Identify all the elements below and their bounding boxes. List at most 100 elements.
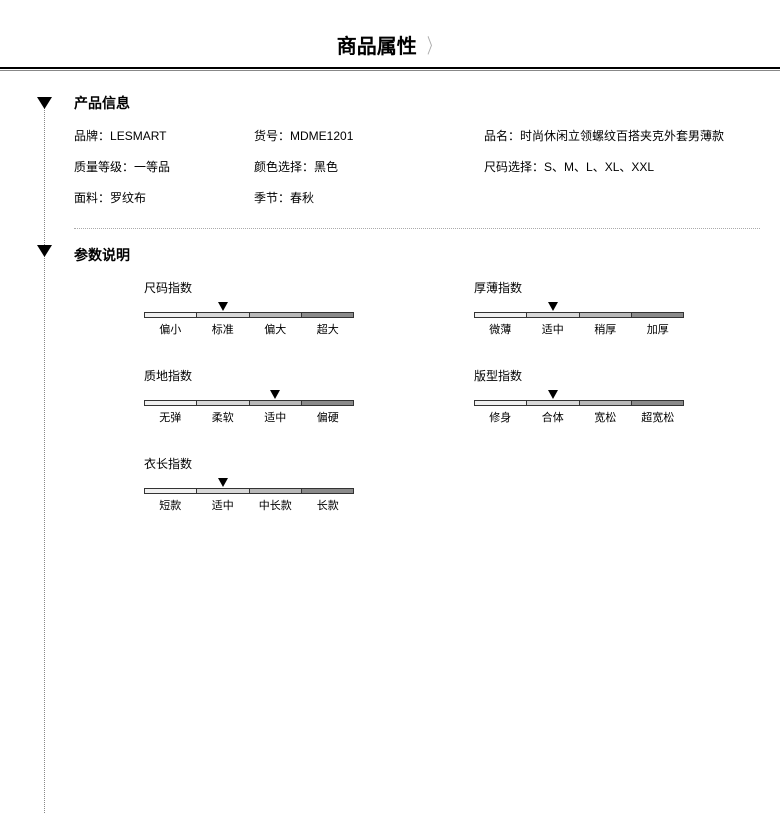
pointer-icon — [270, 390, 280, 399]
info-cell: 品名：时尚休闲立领螺纹百搭夹克外套男薄款 — [484, 127, 760, 144]
index-bar-segment — [250, 401, 302, 405]
index-label: 中长款 — [249, 497, 302, 513]
page-title-wrap: 商品属性 〉 — [0, 0, 780, 67]
product-info-section: 产品信息 品牌：LESMART货号：MDME1201品名：时尚休闲立领螺纹百搭夹… — [44, 93, 760, 216]
info-value: 罗纹布 — [110, 191, 146, 205]
product-info-title: 产品信息 — [74, 93, 760, 113]
index-label: 无弹 — [144, 409, 197, 425]
index-bar-segment — [145, 489, 197, 493]
index-title: 尺码指数 — [144, 279, 444, 296]
info-cell — [484, 189, 760, 206]
index-labels: 无弹柔软适中偏硬 — [144, 409, 354, 425]
index-bar-segment — [302, 313, 353, 317]
index-pointer-row — [144, 302, 354, 312]
index-label: 加厚 — [632, 321, 685, 337]
index-labels: 短款适中中长款长款 — [144, 497, 354, 513]
pointer-icon — [218, 478, 228, 487]
horizontal-rule — [0, 67, 780, 71]
index-block: 尺码指数偏小标准偏大超大 — [144, 279, 444, 337]
indices-grid: 尺码指数偏小标准偏大超大厚薄指数微薄适中稍厚加厚质地指数无弹柔软适中偏硬版型指数… — [74, 279, 760, 513]
index-bar-segment — [145, 401, 197, 405]
index-pointer-row — [144, 390, 354, 400]
index-title: 衣长指数 — [144, 455, 444, 472]
index-label: 适中 — [527, 321, 580, 337]
index-bar-segment — [197, 489, 249, 493]
index-label: 适中 — [197, 497, 250, 513]
params-title: 参数说明 — [74, 245, 760, 265]
info-value: 一等品 — [134, 160, 170, 174]
chevron-right-icon: 〉 — [427, 30, 439, 59]
info-label: 面料： — [74, 191, 110, 205]
index-label: 宽松 — [579, 409, 632, 425]
index-bar-segment — [527, 401, 579, 405]
index-label: 修身 — [474, 409, 527, 425]
index-block: 厚薄指数微薄适中稍厚加厚 — [474, 279, 774, 337]
index-labels: 修身合体宽松超宽松 — [474, 409, 684, 425]
index-label: 微薄 — [474, 321, 527, 337]
info-label: 季节： — [254, 191, 290, 205]
index-label: 标准 — [197, 321, 250, 337]
index-bar-segment — [475, 313, 527, 317]
info-label: 尺码选择： — [484, 160, 544, 174]
index-block: 版型指数修身合体宽松超宽松 — [474, 367, 774, 425]
index-label: 稍厚 — [579, 321, 632, 337]
index-label: 偏硬 — [302, 409, 355, 425]
info-label: 品名： — [484, 129, 520, 143]
index-block: 质地指数无弹柔软适中偏硬 — [144, 367, 444, 425]
info-cell: 颜色选择：黑色 — [254, 158, 484, 175]
index-title: 版型指数 — [474, 367, 774, 384]
info-label: 颜色选择： — [254, 160, 314, 174]
index-bar — [144, 312, 354, 318]
info-label: 品牌： — [74, 129, 110, 143]
index-bar — [144, 400, 354, 406]
index-label: 短款 — [144, 497, 197, 513]
params-section: 参数说明 尺码指数偏小标准偏大超大厚薄指数微薄适中稍厚加厚质地指数无弹柔软适中偏… — [44, 245, 760, 513]
index-label: 偏小 — [144, 321, 197, 337]
index-labels: 微薄适中稍厚加厚 — [474, 321, 684, 337]
index-label: 超大 — [302, 321, 355, 337]
index-bar-segment — [302, 489, 353, 493]
info-cell: 面料：罗纹布 — [74, 189, 254, 206]
index-bar-segment — [250, 313, 302, 317]
section-divider — [74, 228, 760, 229]
index-bar-segment — [475, 401, 527, 405]
index-bar-segment — [302, 401, 353, 405]
index-bar — [474, 312, 684, 318]
index-title: 质地指数 — [144, 367, 444, 384]
info-label: 货号： — [254, 129, 290, 143]
index-title: 厚薄指数 — [474, 279, 774, 296]
index-bar — [474, 400, 684, 406]
index-label: 超宽松 — [632, 409, 685, 425]
index-bar-segment — [580, 313, 632, 317]
info-value: S、M、L、XL、XXL — [544, 160, 654, 174]
info-value: MDME1201 — [290, 129, 353, 143]
pointer-icon — [218, 302, 228, 311]
index-bar-segment — [197, 401, 249, 405]
info-value: LESMART — [110, 129, 166, 143]
index-pointer-row — [474, 390, 684, 400]
info-label: 质量等级： — [74, 160, 134, 174]
product-info-grid: 品牌：LESMART货号：MDME1201品名：时尚休闲立领螺纹百搭夹克外套男薄… — [74, 127, 760, 206]
content-area: 产品信息 品牌：LESMART货号：MDME1201品名：时尚休闲立领螺纹百搭夹… — [0, 93, 780, 513]
pointer-icon — [548, 302, 558, 311]
info-cell: 货号：MDME1201 — [254, 127, 484, 144]
info-cell: 尺码选择：S、M、L、XL、XXL — [484, 158, 760, 175]
index-bar-segment — [145, 313, 197, 317]
info-value: 春秋 — [290, 191, 314, 205]
index-bar-segment — [632, 313, 683, 317]
index-bar-segment — [580, 401, 632, 405]
index-bar — [144, 488, 354, 494]
info-cell: 质量等级：一等品 — [74, 158, 254, 175]
index-block: 衣长指数短款适中中长款长款 — [144, 455, 444, 513]
index-label: 长款 — [302, 497, 355, 513]
index-label: 偏大 — [249, 321, 302, 337]
index-label: 适中 — [249, 409, 302, 425]
index-bar-segment — [632, 401, 683, 405]
info-value: 时尚休闲立领螺纹百搭夹克外套男薄款 — [520, 129, 724, 143]
index-label: 合体 — [527, 409, 580, 425]
index-labels: 偏小标准偏大超大 — [144, 321, 354, 337]
index-pointer-row — [474, 302, 684, 312]
info-value: 黑色 — [314, 160, 338, 174]
index-pointer-row — [144, 478, 354, 488]
page-title: 商品属性 — [337, 30, 417, 59]
